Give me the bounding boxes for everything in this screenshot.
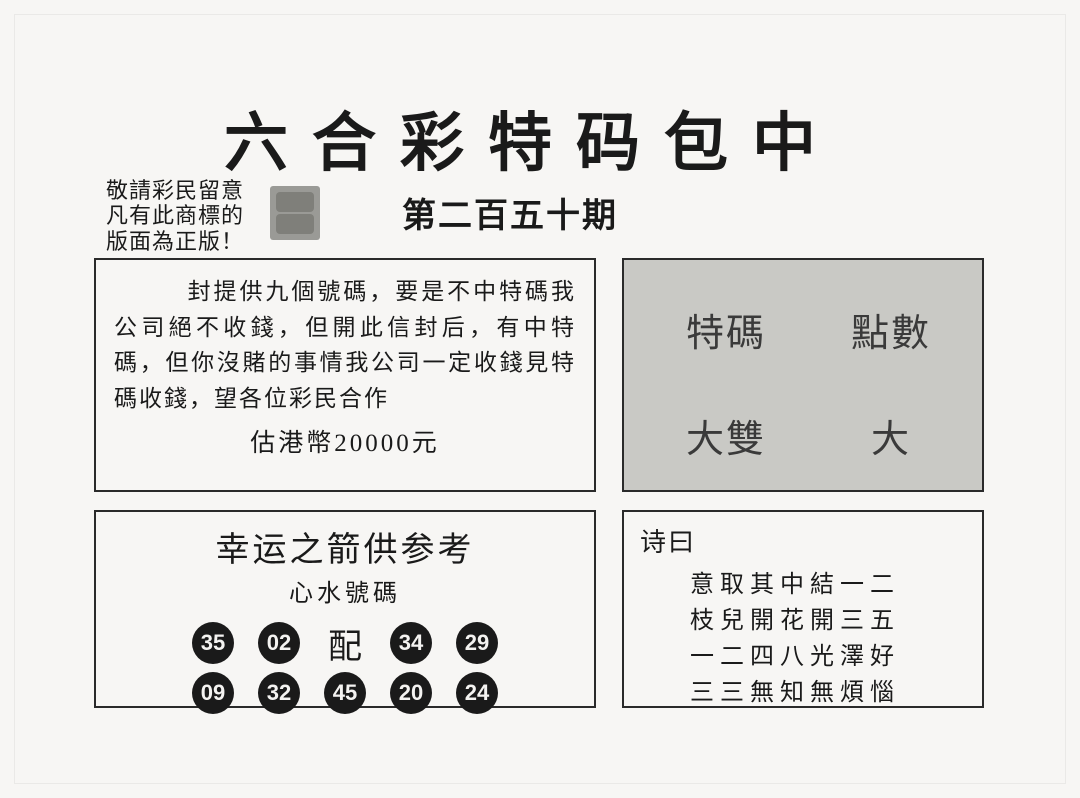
number-ball: 02 <box>258 622 300 664</box>
trademark-stamp-icon <box>270 186 320 240</box>
poem-line: 一二四八光澤好 <box>690 639 966 675</box>
issue-number: 第二百五十期 <box>350 188 670 237</box>
value-special-code: 大雙 <box>656 408 796 463</box>
terms-box: 封提供九個號碼，要是不中特碼我公司絕不收錢，但開此信封后，有中特碼，但你沒賭的事… <box>94 258 596 492</box>
poem-line: 三三無知無煩惱 <box>690 675 966 711</box>
number-ball: 45 <box>324 672 366 714</box>
prediction-box: 特碼 點數 大雙 大 <box>622 258 984 492</box>
poem-box: 诗曰 意取其中結一二 枝兒開花開三五 一二四八光澤好 三三無知無煩惱 <box>622 510 984 708</box>
lucky-title: 幸运之箭供参考 <box>96 522 594 571</box>
lucky-row-1: 35 02 配 34 29 <box>96 618 594 668</box>
page-title: 六合彩特码包中 <box>172 92 892 184</box>
lucky-rows: 35 02 配 34 29 09 32 45 20 24 <box>96 618 594 718</box>
pairing-char: 配 <box>324 619 366 668</box>
number-ball: 32 <box>258 672 300 714</box>
terms-body-text: 封提供九個號碼，要是不中特碼我公司絕不收錢，但開此信封后，有中特碼，但你沒賭的事… <box>114 274 576 417</box>
poem-line: 意取其中結一二 <box>690 567 966 603</box>
number-ball: 20 <box>390 672 432 714</box>
number-ball: 29 <box>456 622 498 664</box>
poem-title: 诗曰 <box>640 522 966 559</box>
lucky-subtitle: 心水號碼 <box>96 573 594 608</box>
number-ball: 35 <box>192 622 234 664</box>
poem-line: 枝兒開花開三五 <box>690 603 966 639</box>
number-ball: 09 <box>192 672 234 714</box>
lucky-row-2: 09 32 45 20 24 <box>96 668 594 718</box>
number-ball: 24 <box>456 672 498 714</box>
number-ball: 34 <box>390 622 432 664</box>
terms-price-line: 估港幣20000元 <box>114 423 576 459</box>
lucky-numbers-box: 幸运之箭供参考 心水號碼 35 02 配 34 29 09 32 45 20 2… <box>94 510 596 708</box>
lottery-flyer-page: 六合彩特码包中 第二百五十期 敬請彩民留意 凡有此商標的 版面為正版！ 封提供九… <box>0 0 1080 798</box>
label-points: 點數 <box>826 302 956 357</box>
label-special-code: 特碼 <box>656 302 796 357</box>
value-points: 大 <box>846 408 936 463</box>
